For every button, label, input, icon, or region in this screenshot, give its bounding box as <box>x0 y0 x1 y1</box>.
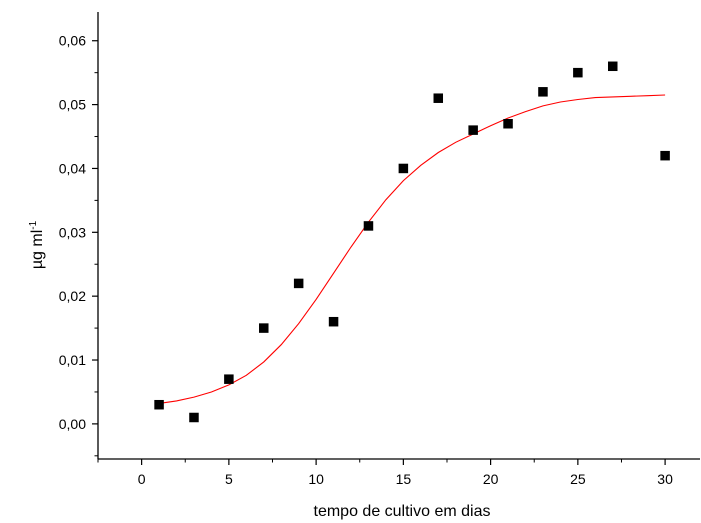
x-tick-label: 30 <box>657 471 673 487</box>
y-tick-label: 0,06 <box>59 33 86 49</box>
y-tick-label: 0,05 <box>59 97 86 113</box>
axes: 0 5 10 15 20 25 30 0,00 0,01 0,02 0,03 0,04 0,05 0,06 <box>59 12 700 487</box>
x-tick-label: 0 <box>138 471 146 487</box>
data-point <box>328 316 339 327</box>
x-tick-label: 10 <box>308 471 324 487</box>
x-tick-label: 25 <box>570 471 586 487</box>
data-point <box>503 119 513 129</box>
fit-curve-layer <box>159 94 666 404</box>
y-tick-label: 0,04 <box>59 160 86 176</box>
x-tick-label: 20 <box>483 471 499 487</box>
x-tick-label: 5 <box>225 471 233 487</box>
fit-curve-line <box>159 94 666 404</box>
y-tick-label: 0,02 <box>59 288 86 304</box>
y-axis-title-base: µg ml <box>29 230 46 269</box>
data-point <box>468 125 478 135</box>
y-axis-title: µg ml-1 <box>28 220 46 269</box>
data-point <box>433 93 444 103</box>
data-point <box>293 278 304 289</box>
data-point <box>363 221 374 231</box>
data-point <box>189 412 199 423</box>
data-point <box>608 61 618 72</box>
data-point <box>154 399 164 410</box>
y-axis-title-superscript: -1 <box>28 220 39 229</box>
y-tick-label: 0,00 <box>59 416 86 432</box>
y-tick-label: 0,03 <box>59 224 86 240</box>
data-point <box>538 87 548 97</box>
data-points-layer <box>154 61 670 423</box>
data-point <box>259 323 269 333</box>
data-point <box>660 150 670 161</box>
y-tick-label: 0,01 <box>59 352 86 368</box>
x-axis-title: tempo de cultivo em dias <box>314 503 491 520</box>
x-tick-label: 15 <box>396 471 412 487</box>
data-point <box>573 67 583 78</box>
data-point <box>224 374 234 384</box>
data-point <box>398 163 409 174</box>
